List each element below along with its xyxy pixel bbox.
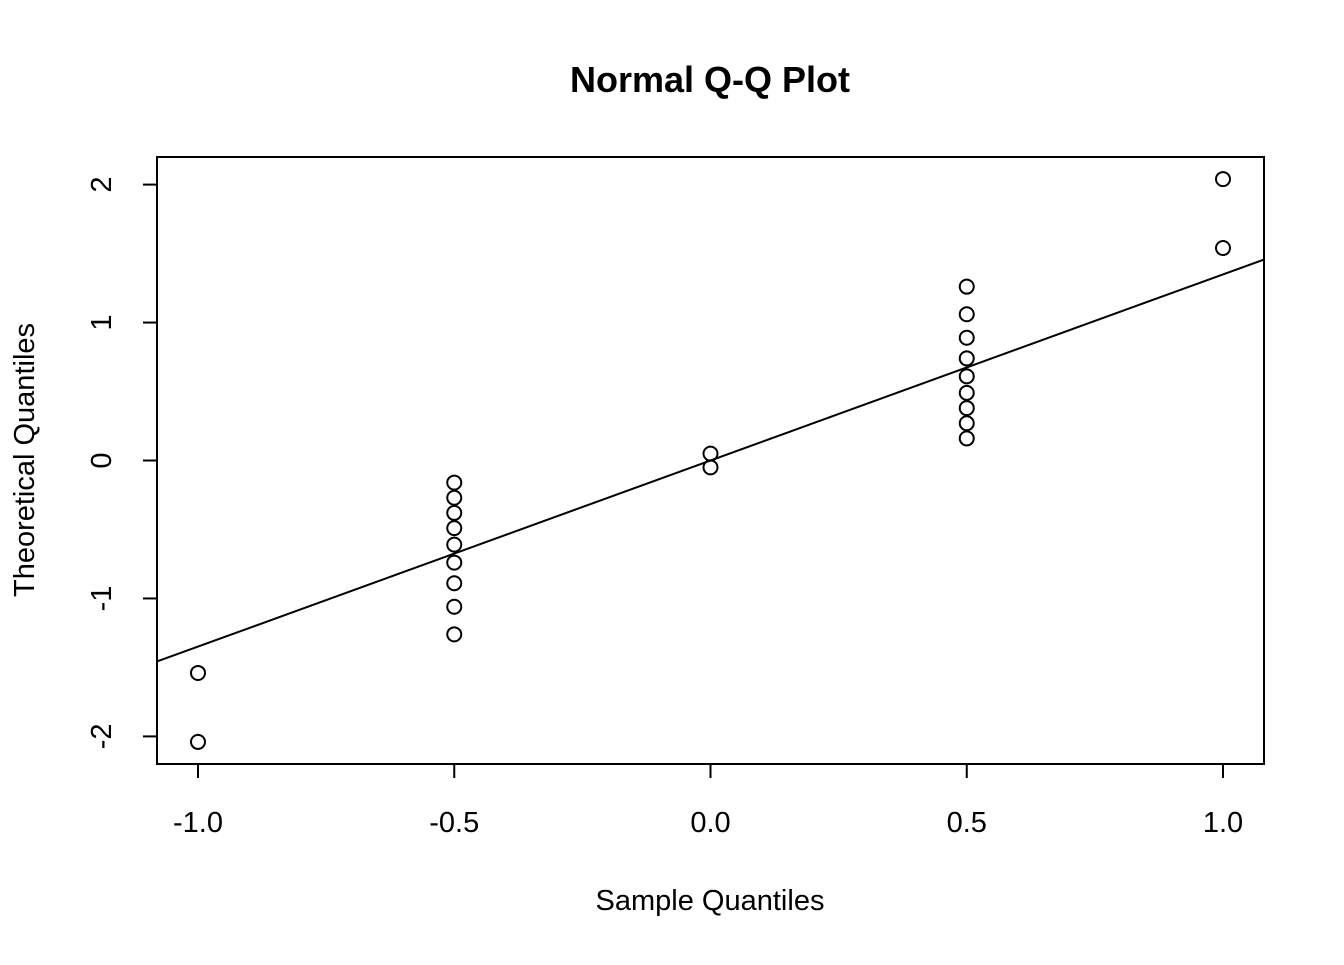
data-point	[958, 430, 975, 447]
data-point	[958, 350, 975, 367]
plot-area	[157, 171, 1264, 750]
y-tick-label: -2	[86, 724, 118, 750]
data-point	[446, 626, 463, 643]
x-tick-label: -0.5	[429, 807, 479, 839]
data-point	[958, 278, 975, 295]
x-tick-label: -1.0	[173, 807, 223, 839]
data-point	[446, 520, 463, 537]
y-tick-label: 2	[86, 177, 118, 193]
data-point	[702, 459, 719, 476]
data-point	[702, 445, 719, 462]
data-point	[958, 329, 975, 346]
data-point	[446, 489, 463, 506]
x-tick-label: 1.0	[1203, 807, 1243, 839]
data-point	[446, 575, 463, 592]
data-point	[446, 598, 463, 615]
y-axis-label: Theoretical Quantiles	[9, 323, 41, 597]
data-point	[446, 474, 463, 491]
data-point	[446, 536, 463, 553]
data-point	[446, 554, 463, 571]
data-point	[958, 415, 975, 432]
data-point	[1215, 171, 1231, 188]
x-axis: -1.0 -0.5 0.0 0.5 1.0	[173, 763, 1243, 839]
x-tick-label: 0.0	[690, 807, 730, 839]
data-point	[1215, 240, 1231, 257]
y-tick-label: 1	[86, 314, 118, 330]
data-point	[958, 368, 975, 385]
data-point	[958, 384, 975, 401]
y-tick-label: 0	[86, 452, 118, 468]
data-point	[958, 306, 975, 323]
chart-title: Normal Q-Q Plot	[570, 59, 850, 100]
data-point	[190, 733, 206, 750]
y-axis: -2 -1 0 1 2	[86, 177, 158, 750]
y-tick-label: -1	[86, 586, 118, 612]
data-point	[446, 504, 463, 521]
data-point	[190, 664, 206, 681]
x-tick-label: 0.5	[947, 807, 987, 839]
data-point	[958, 400, 975, 417]
x-axis-label: Sample Quantiles	[596, 885, 825, 917]
